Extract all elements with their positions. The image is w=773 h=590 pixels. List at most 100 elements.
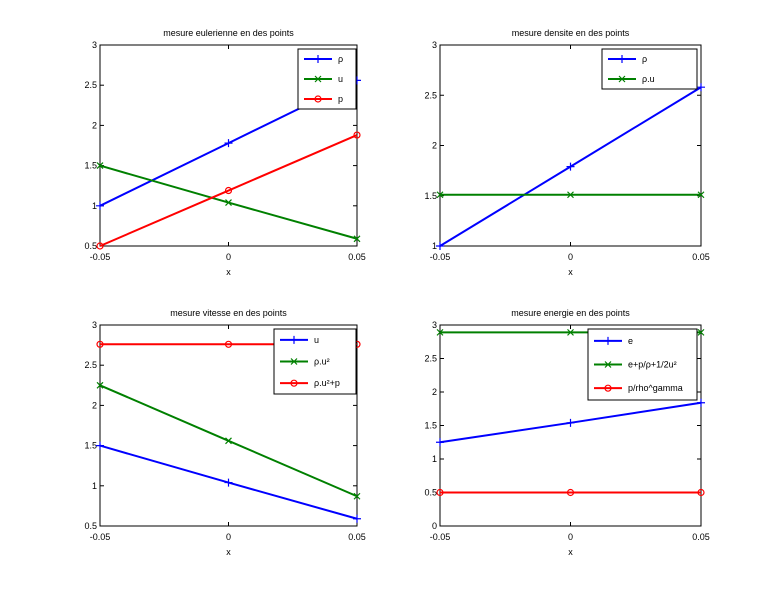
legend-marker: [290, 379, 298, 387]
y-tick-label: 0.5: [424, 488, 437, 498]
data-point: [224, 340, 233, 348]
y-tick-label: 3: [92, 40, 97, 50]
legend-label: ρ.u²+p: [314, 378, 340, 388]
y-tick-label: 1.5: [424, 421, 437, 431]
data-point: [436, 488, 444, 497]
legend-marker: [604, 361, 612, 368]
data-point: [697, 191, 705, 199]
data-point: [225, 437, 232, 445]
x-tick-label: 0: [226, 532, 231, 542]
y-tick-label: 1: [432, 454, 437, 464]
data-point: [566, 418, 575, 427]
legend-marker: [290, 335, 298, 344]
legend-label: p/rho^gamma: [628, 383, 683, 393]
chart-title: mesure energie en des points: [511, 308, 630, 318]
y-tick-label: 2: [92, 400, 97, 410]
data-point: [697, 328, 705, 336]
x-tick-label: 0: [226, 252, 231, 262]
legend-label: ρ: [338, 54, 343, 64]
legend-label: e+p/ρ+1/2u²: [628, 360, 677, 370]
data-point: [96, 242, 104, 250]
x-tick-label: 0: [568, 252, 573, 262]
data-point: [566, 488, 575, 497]
chart-title: mesure eulerienne en des points: [163, 28, 294, 38]
data-point: [567, 328, 574, 336]
data-point: [436, 242, 444, 250]
data-point: [567, 191, 574, 199]
legend-marker: [618, 75, 626, 83]
y-tick-label: 1: [92, 481, 97, 491]
subplot-1: mesure eulerienne en des points -0.05 0 0.0…: [84, 28, 365, 277]
chart-title: mesure densite en des points: [512, 28, 630, 38]
legend: u ρ.u² ρ.u²+p: [273, 328, 357, 395]
y-tick-label: 2: [432, 141, 437, 151]
y-tick-label: 1: [92, 201, 97, 211]
data-point: [436, 438, 444, 447]
y-tick-label: 2.5: [424, 90, 437, 100]
legend-label: ρ.u: [642, 74, 655, 84]
legend-marker: [314, 95, 322, 103]
legend-label: p: [338, 94, 343, 104]
x-tick-label: 0.05: [692, 532, 710, 542]
data-point: [224, 186, 233, 195]
legend-marker: [314, 75, 322, 83]
legend-label: u: [314, 335, 319, 345]
y-tick-label: 1.5: [84, 441, 97, 451]
legend-box: [601, 48, 698, 90]
series-line-3: [99, 134, 358, 247]
legend-marker: [618, 55, 626, 63]
legend-label: ρ.u²: [314, 357, 330, 367]
data-point: [436, 191, 444, 199]
subplot-4: mesure energie en des points-0.05 0 0.0500…: [424, 308, 709, 557]
y-tick-label: 2.5: [84, 360, 97, 370]
y-tick-label: 0: [432, 521, 437, 531]
y-tick-label: 3: [432, 320, 437, 330]
x-tick-label: 0.05: [348, 532, 366, 542]
data-point: [96, 162, 104, 170]
x-tick-label: -0.05: [430, 532, 451, 542]
legend-marker: [604, 384, 612, 392]
x-tick-label: -0.05: [90, 252, 111, 262]
y-tick-label: 0.5: [84, 241, 97, 251]
chart-title: mesure vitesse en des points: [170, 308, 287, 318]
subplot-3: mesure vitesse en des points -0.05 0 0.05 0.…: [84, 308, 365, 557]
data-point: [225, 199, 232, 207]
data-point: [96, 201, 104, 210]
data-point: [566, 162, 575, 171]
legend-label: u: [338, 74, 343, 84]
legend: e e+p/ρ+1/2u² p/rho^gamma: [587, 328, 698, 401]
x-axis-label: x: [568, 267, 573, 277]
data-point: [353, 131, 361, 139]
data-point: [224, 139, 233, 148]
data-point: [96, 381, 104, 389]
data-point: [697, 83, 705, 92]
subplot-2: mesure densite en des points -0.05 0 0.05 1 1…: [424, 28, 709, 277]
legend-marker: [290, 358, 298, 365]
x-tick-label: 0: [568, 532, 573, 542]
y-tick-label: 3: [92, 320, 97, 330]
x-tick-label: 0.05: [348, 252, 366, 262]
x-tick-label: 0.05: [692, 252, 710, 262]
data-point: [353, 235, 361, 243]
y-tick-label: 1.5: [84, 161, 97, 171]
data-point: [353, 514, 361, 523]
y-tick-label: 2.5: [424, 354, 437, 364]
legend-marker: [314, 55, 322, 63]
legend-marker: [604, 336, 612, 345]
legend: ρ ρ.u: [601, 48, 698, 90]
y-tick-label: 2.5: [84, 80, 97, 90]
legend-label: e: [628, 336, 633, 346]
data-point: [697, 488, 705, 497]
data-point: [224, 478, 233, 487]
x-axis-label: x: [226, 267, 231, 277]
data-point: [353, 492, 361, 500]
legend-label: ρ: [642, 54, 647, 64]
data-point: [96, 441, 104, 450]
data-point: [436, 328, 444, 336]
legend: ρup: [297, 48, 357, 110]
y-tick-label: 2: [432, 387, 437, 397]
x-axis-label: x: [568, 547, 573, 557]
y-tick-label: 3: [432, 40, 437, 50]
x-tick-label: -0.05: [90, 532, 111, 542]
